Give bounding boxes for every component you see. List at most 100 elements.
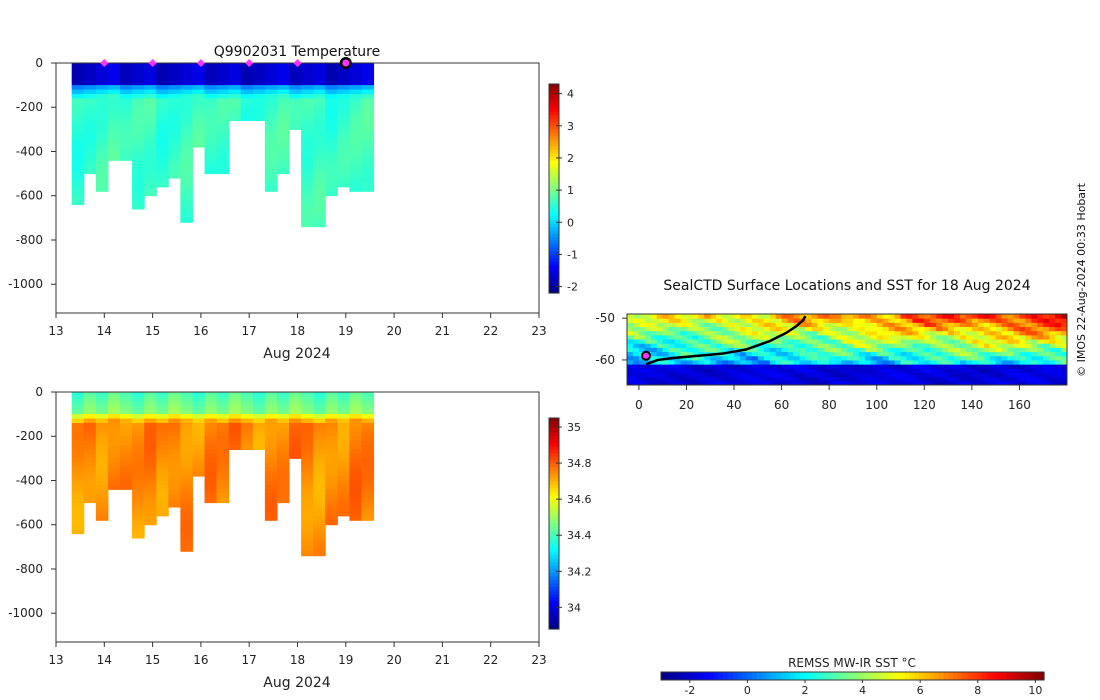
temperature-cell bbox=[337, 142, 350, 148]
sst-cell bbox=[900, 330, 907, 336]
temperature-cell bbox=[349, 93, 362, 99]
temperature-cell bbox=[95, 160, 109, 166]
temperature-xtick-label: 18 bbox=[290, 324, 305, 338]
sst-cell bbox=[864, 330, 872, 336]
sst-cell bbox=[912, 364, 919, 369]
temperature-cell bbox=[71, 173, 85, 179]
sst-colorbar-step bbox=[847, 672, 854, 680]
salinity-cell bbox=[337, 502, 350, 508]
sst-cell bbox=[811, 343, 818, 348]
sst-cell bbox=[847, 314, 854, 319]
sst-cell bbox=[1037, 372, 1044, 378]
sst-cell bbox=[632, 334, 640, 340]
salinity-colorbar-step bbox=[549, 498, 559, 503]
salinity-cell bbox=[313, 551, 326, 557]
sst-cell bbox=[918, 334, 925, 340]
salinity-cell bbox=[144, 414, 157, 420]
temperature-cell bbox=[156, 160, 169, 166]
sst-cell bbox=[936, 364, 943, 369]
sst-colorbar-step bbox=[742, 672, 748, 680]
sst-cell bbox=[668, 318, 676, 323]
sst-cell bbox=[811, 314, 818, 319]
sst-cell bbox=[1013, 376, 1020, 382]
temperature-cell bbox=[301, 93, 314, 99]
temperature-cell bbox=[168, 160, 181, 166]
salinity-cell bbox=[180, 511, 193, 517]
temperature-cell bbox=[119, 67, 133, 73]
sst-cell bbox=[710, 380, 717, 385]
salinity-cell bbox=[313, 489, 326, 495]
sst-cell bbox=[847, 330, 854, 336]
temperature-cell bbox=[192, 142, 206, 148]
temperature-colorbar-step bbox=[549, 272, 559, 277]
temperature-cell bbox=[301, 213, 314, 219]
sst-cell bbox=[627, 351, 634, 357]
sst-cell bbox=[817, 322, 824, 328]
temperature-cell bbox=[119, 129, 133, 135]
sst-cell bbox=[817, 339, 824, 344]
salinity-cell bbox=[144, 484, 157, 490]
temperature-cell bbox=[325, 89, 338, 95]
sst-cell bbox=[864, 347, 872, 353]
temperature-cell bbox=[325, 142, 338, 148]
salinity-cell bbox=[119, 409, 133, 415]
salinity-colorbar-step bbox=[549, 505, 559, 511]
temperature-cell bbox=[301, 133, 314, 139]
temperature-cell bbox=[276, 93, 290, 99]
sst-cell bbox=[900, 334, 907, 340]
salinity-colorbar-step bbox=[549, 534, 559, 539]
salinity-cell bbox=[337, 392, 350, 397]
sst-cell bbox=[989, 334, 997, 340]
temperature-cell bbox=[301, 155, 314, 161]
salinity-cell bbox=[289, 453, 302, 459]
salinity-cell bbox=[107, 409, 121, 415]
sst-cell bbox=[1025, 330, 1032, 336]
temperature-cell bbox=[264, 89, 278, 95]
sst-colorbar-step bbox=[799, 672, 806, 680]
sst-cell bbox=[948, 322, 955, 328]
salinity-cell bbox=[325, 467, 338, 473]
salinity-cell bbox=[83, 467, 97, 473]
temperature-cell bbox=[337, 164, 350, 170]
sst-colorbar-step bbox=[665, 672, 672, 680]
sst-cell bbox=[704, 372, 711, 378]
sst-cell bbox=[1037, 368, 1044, 373]
salinity-ytick-label: -200 bbox=[16, 429, 43, 443]
salinity-cell bbox=[180, 405, 193, 411]
sst-cell bbox=[680, 318, 687, 323]
sst-cell bbox=[835, 314, 842, 319]
sst-cell bbox=[835, 368, 842, 373]
sst-map-ytick-label: -50 bbox=[595, 311, 615, 325]
temperature-cell bbox=[156, 147, 169, 152]
sst-cell bbox=[924, 355, 931, 361]
sst-cell bbox=[841, 326, 848, 332]
sst-cell bbox=[864, 351, 872, 357]
temperature-colorbar-step bbox=[549, 125, 559, 130]
salinity-cell bbox=[216, 458, 230, 464]
temperature-cell bbox=[95, 120, 109, 126]
sst-cell bbox=[1007, 326, 1014, 332]
salinity-cell bbox=[361, 409, 375, 415]
salinity-cell bbox=[301, 414, 314, 420]
surface-marker bbox=[100, 59, 109, 67]
sst-cell bbox=[662, 359, 670, 365]
sst-cell bbox=[918, 355, 925, 361]
sst-cell bbox=[918, 376, 925, 382]
sst-map-axes-frame bbox=[626, 313, 1068, 386]
temperature-cell bbox=[264, 93, 278, 99]
sst-cell bbox=[769, 339, 777, 344]
sst-cell bbox=[692, 355, 699, 361]
temperature-cell bbox=[95, 133, 109, 139]
temperature-ytick-label: -400 bbox=[16, 144, 43, 158]
temperature-cell bbox=[119, 63, 133, 68]
sst-cell bbox=[888, 376, 896, 382]
sst-cell bbox=[876, 372, 884, 378]
sst-cell bbox=[650, 376, 658, 382]
sst-cell bbox=[734, 339, 741, 344]
salinity-cell bbox=[301, 515, 314, 521]
temperature-ytick-label: -600 bbox=[16, 189, 43, 203]
temperature-cell bbox=[361, 111, 375, 117]
salinity-cell bbox=[144, 476, 157, 481]
sst-cell bbox=[739, 368, 747, 373]
temperature-cell bbox=[95, 102, 109, 108]
